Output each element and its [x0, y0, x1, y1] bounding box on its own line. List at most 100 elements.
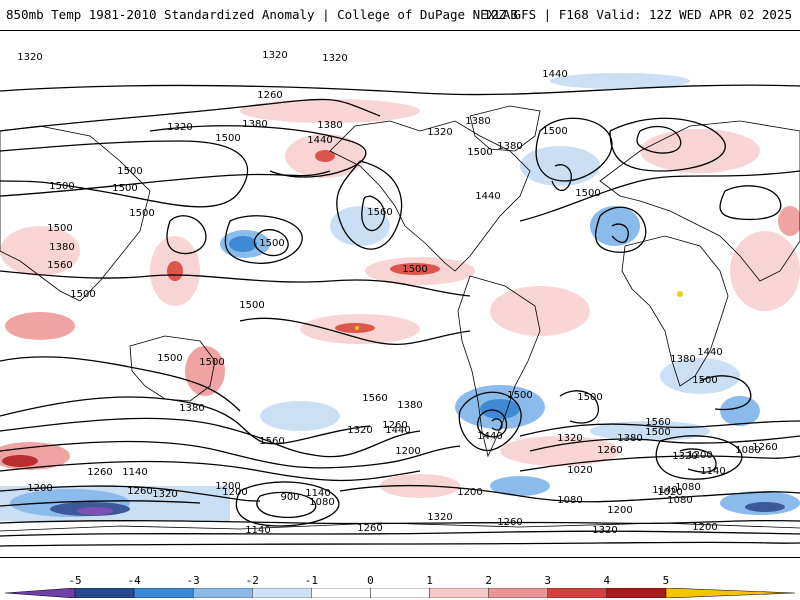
north-america-coast — [329, 120, 531, 272]
contour-label: 1440 — [542, 69, 567, 80]
greenland-coast — [469, 105, 541, 152]
contour-label: 1140 — [245, 525, 270, 536]
contour-line — [719, 185, 782, 221]
header: 850mb Temp 1981-2010 Standardized Anomal… — [0, 0, 800, 30]
contour-label: 1260 — [257, 90, 282, 101]
contour-label: 1500 — [402, 264, 427, 275]
contour-label: 1380 — [497, 141, 522, 152]
contour-line — [611, 223, 629, 244]
contour-label: 1080 — [675, 482, 700, 493]
contour-label: 1320 — [322, 53, 347, 64]
contour-line — [655, 435, 743, 480]
anomaly-patch — [720, 396, 760, 426]
contour-label: 1020 — [657, 487, 682, 498]
colorbar-tick-label: 2 — [485, 574, 492, 587]
contour-label: 1440 — [697, 347, 722, 358]
colorbar-segment — [606, 588, 667, 598]
contour-label: 1380 — [617, 433, 642, 444]
contour-line — [224, 215, 303, 264]
contour-label: 1380 — [317, 120, 342, 131]
contour-line — [609, 117, 726, 172]
contour-line — [0, 84, 800, 96]
contour-label: 1020 — [567, 465, 592, 476]
contour-label: 1320 — [592, 525, 617, 536]
contour-line — [235, 481, 340, 527]
contour-line — [0, 500, 201, 507]
contour-label: 1500 — [157, 353, 182, 364]
contour-label: 1320 — [17, 52, 42, 63]
colorbar-segment — [311, 588, 371, 598]
contour-line — [458, 391, 522, 452]
colorbar-segment — [370, 588, 430, 598]
contour-label: 1380 — [465, 116, 490, 127]
contour-line — [636, 125, 682, 154]
colorbar-tick-label: -5 — [68, 574, 82, 587]
contour-label: 1500 — [215, 133, 240, 144]
eurasia-coast — [599, 120, 800, 282]
contour-line — [491, 418, 503, 431]
contour-label: 1500 — [577, 392, 602, 403]
anomaly-patch — [2, 455, 38, 467]
contour-line — [594, 206, 647, 253]
contour-line — [0, 440, 461, 469]
colorbar-tick-label: -3 — [186, 574, 200, 587]
contour-label: 1200 — [222, 487, 247, 498]
contour-line — [559, 390, 599, 424]
contour-label: 1560 — [259, 436, 284, 447]
contour-label: 1080 — [309, 497, 334, 508]
antarctica-coast — [0, 522, 800, 532]
contour-label: 1260 — [127, 486, 152, 497]
contour-line — [0, 485, 261, 502]
contour-label: 1500 — [49, 181, 74, 192]
anomaly-patch — [640, 129, 760, 173]
contour-line — [336, 160, 403, 250]
colorbar-segment — [429, 588, 489, 598]
africa-coast — [621, 235, 729, 387]
contour-label: 1140 — [305, 488, 330, 499]
contour-label: 1380 — [179, 403, 204, 414]
contour-label: 1200 — [607, 505, 632, 516]
contour-line — [166, 215, 207, 255]
contour-label: 1560 — [362, 393, 387, 404]
anomaly-patch — [480, 399, 520, 419]
contour-label: 1500 — [507, 390, 532, 401]
map-title: 850mb Temp 1981-2010 Standardized Anomal… — [6, 7, 518, 22]
colorbar-segment — [252, 588, 312, 598]
contour-label: 1260 — [357, 523, 382, 534]
contour-label: 1140 — [652, 485, 677, 496]
contour-label: 900 — [280, 492, 299, 503]
contour-label: 1560 — [367, 207, 392, 218]
colorbar-tick-label: 5 — [662, 574, 670, 587]
contour-line — [339, 484, 800, 503]
contour-label: 1200 — [457, 487, 482, 498]
colorbar-segment — [488, 588, 548, 598]
contour-label: 1200 — [27, 483, 52, 494]
contour-label: 1260 — [597, 445, 622, 456]
anomaly-patch — [5, 312, 75, 340]
contour-label: 1320 — [672, 451, 697, 462]
anomaly-patch — [315, 150, 335, 162]
contour-label: 1440 — [307, 135, 332, 146]
contour-label: 1440 — [477, 431, 502, 442]
contour-label: 1320 — [347, 425, 372, 436]
contour-label: 1260 — [382, 420, 407, 431]
contour-label: 1380 — [242, 119, 267, 130]
model-valid-time: 12Z GFS | F168 Valid: 12Z WED APR 02 202… — [483, 7, 792, 22]
colorbar-tick-label: -4 — [127, 574, 141, 587]
colorbar-gradient — [4, 588, 796, 598]
contour-label: 1440 — [475, 191, 500, 202]
contour-label: 1560 — [47, 260, 72, 271]
contour-label: 1500 — [467, 147, 492, 158]
colorbar-segment — [192, 588, 253, 598]
contour-label: 1500 — [239, 300, 264, 311]
contour-label: 1320 — [152, 489, 177, 500]
anomaly-patch — [185, 346, 225, 396]
contour-line — [253, 229, 289, 257]
contour-label: 1200 — [687, 450, 712, 461]
colorbar-high-arrow — [665, 588, 796, 598]
anomaly-patch — [550, 73, 690, 89]
anomaly-patch — [520, 146, 600, 186]
anomaly-patch — [730, 231, 800, 311]
contour-label: 1140 — [122, 467, 147, 478]
